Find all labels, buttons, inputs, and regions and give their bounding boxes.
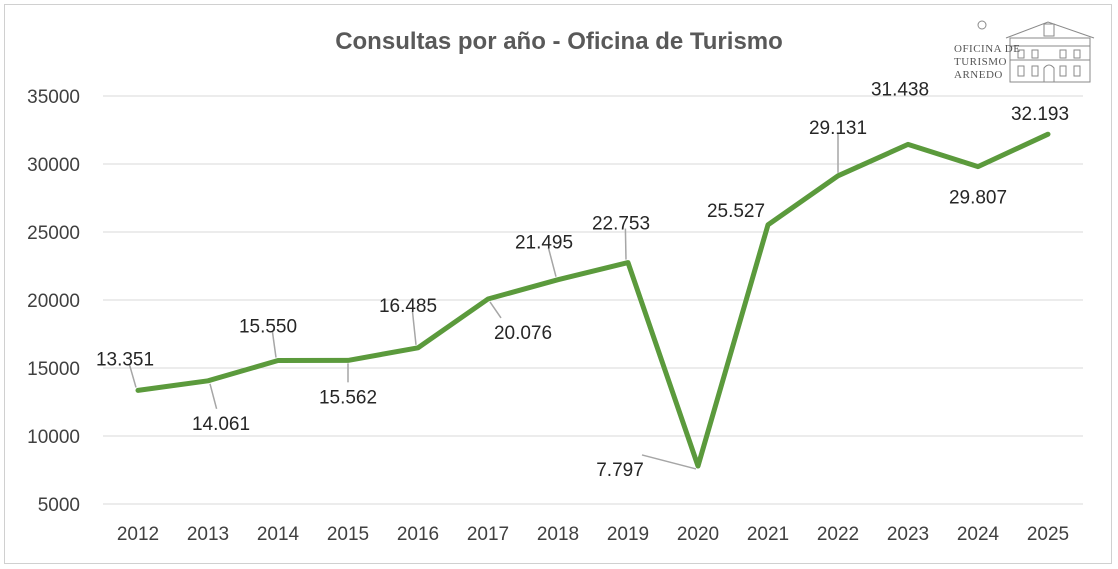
y-tick-label: 15000 [27,359,80,380]
label-leader-line [128,364,137,388]
logo-line-3: ARNEDO [954,69,1003,81]
y-tick-label: 20000 [27,291,80,312]
building-icon [977,20,1095,83]
data-label: 14.061 [192,414,250,435]
x-tick-label: 2016 [397,524,439,545]
x-tick-label: 2019 [607,524,649,545]
x-tick-label: 2025 [1027,524,1069,545]
x-tick-label: 2021 [747,524,789,545]
logo-line-1: OFICINA DE [954,43,1021,55]
data-label: 22.753 [592,214,650,235]
data-label: 29.131 [809,118,867,139]
data-label: 15.562 [319,387,377,408]
x-tick-label: 2014 [257,524,300,545]
tourism-office-logo: OFICINA DE TURISMO ARNEDO [948,16,1096,86]
x-tick-label: 2023 [887,524,929,545]
data-label: 16.485 [379,296,437,317]
y-tick-label: 25000 [27,223,80,244]
x-tick-label: 2017 [467,524,509,545]
x-tick-label: 2013 [187,524,229,545]
data-label: 20.076 [494,323,552,344]
data-label: 7.797 [596,460,644,481]
series-line-consultas [135,131,1051,469]
data-label: 21.495 [515,233,573,254]
label-leader-line [209,383,218,409]
label-leader-line [411,310,417,345]
label-leader-line [271,331,277,358]
data-label: 29.807 [949,188,1007,209]
data-label: 15.550 [239,317,297,338]
y-tick-label: 5000 [38,495,80,516]
data-label: 32.193 [1011,104,1069,125]
label-leader-line [624,228,627,260]
x-tick-label: 2022 [817,524,859,545]
x-tick-label: 2020 [677,524,719,545]
y-tick-label: 10000 [27,427,80,448]
logo-line-2: TURISMO [954,56,1008,68]
label-leader-line [641,454,697,470]
x-tick-label: 2012 [117,524,159,545]
data-label: 31.438 [871,79,929,100]
label-leader-line [489,301,502,319]
chart-frame [4,4,1112,564]
x-tick-label: 2024 [957,524,1000,545]
x-tick-label: 2015 [327,524,369,545]
y-tick-label: 35000 [27,87,80,108]
y-tick-label: 30000 [27,155,80,176]
label-leader-line [547,247,557,277]
data-label: 25.527 [707,201,765,222]
data-label: 13.351 [96,349,154,370]
chart-title: Consultas por año - Oficina de Turismo [335,28,783,55]
x-tick-label: 2018 [537,524,579,545]
